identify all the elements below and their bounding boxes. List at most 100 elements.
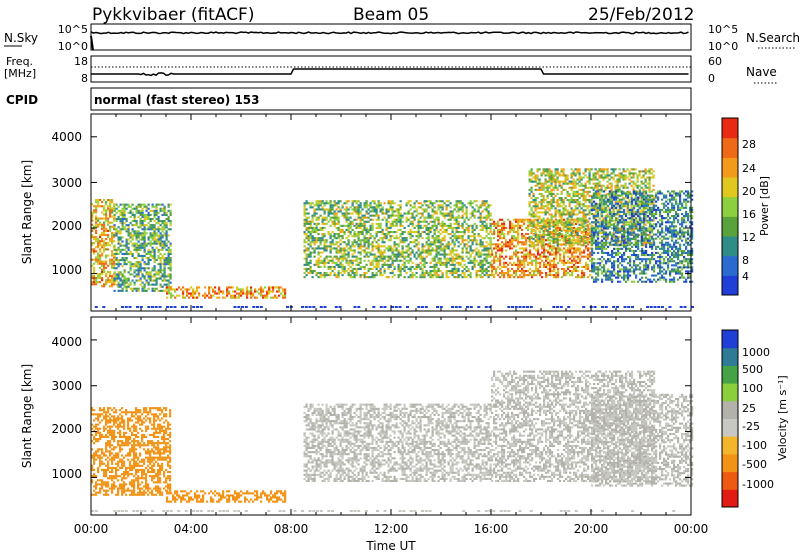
power-cell-3960 [531, 201, 533, 203]
power-cell-4212 [555, 232, 557, 234]
power-cell-551 [136, 239, 138, 241]
power-cell-1173 [272, 297, 274, 299]
power-cell-3721 [565, 249, 567, 251]
power-cell-1452 [328, 266, 330, 268]
power-cell-4785 [607, 177, 609, 179]
power-cell-2437 [424, 210, 426, 212]
power-cell-2082 [388, 245, 390, 247]
power-cell-344 [118, 236, 120, 238]
power-cell-4236 [557, 238, 559, 240]
power-cell-947 [166, 232, 168, 234]
power-cell-2315 [412, 262, 414, 264]
power-cell-2817 [460, 264, 462, 266]
power-cell-613 [140, 212, 142, 214]
power-cell-34 [93, 242, 95, 244]
power-cell-803 [156, 282, 158, 284]
power-cell-3765 [571, 266, 573, 268]
power-cell-2321 [412, 225, 414, 227]
power-cell-3118 [490, 237, 492, 239]
power-cell-1539 [336, 243, 338, 245]
power-cell-1132 [246, 286, 248, 288]
power-cell-4183 [551, 185, 553, 187]
power-cell-2655 [444, 229, 446, 231]
power-cell-3468 [533, 247, 535, 249]
power-cell-1464 [328, 202, 330, 204]
power-cell-2286 [408, 202, 410, 204]
power-cell-4502 [581, 222, 583, 224]
power-cell-1150 [260, 295, 262, 297]
power-cell-4024 [537, 205, 539, 207]
power-cell-1231 [306, 247, 308, 249]
power-cell-1134 [248, 291, 250, 293]
power-cell-4247 [557, 199, 559, 201]
power-cell-735 [150, 236, 152, 238]
power-cell-1880 [368, 247, 370, 249]
power-cell-4480 [579, 209, 581, 211]
power-cell-1742 [356, 270, 358, 272]
power-cell-4824 [611, 172, 613, 174]
power-cell-4636 [593, 179, 595, 181]
power-cell-4066 [541, 199, 543, 201]
power-cell-1507 [332, 204, 334, 206]
power-cell-4574 [587, 181, 589, 183]
power-cell-2399 [422, 276, 424, 278]
power-cell-2250 [404, 239, 406, 241]
power-cell-3408 [525, 254, 527, 256]
power-cell-591 [140, 280, 142, 282]
power-cell-2807 [458, 223, 460, 225]
power-cell-2728 [452, 262, 454, 264]
power-cell-2309 [410, 204, 412, 206]
power-cell-1663 [348, 254, 350, 256]
power-cell-2263 [406, 237, 408, 239]
power-cell-1151 [260, 293, 262, 295]
power-cell-4301 [563, 222, 565, 224]
power-cell-3657 [557, 276, 559, 278]
power-cell-3331 [517, 264, 519, 266]
power-cell-4887 [617, 179, 619, 181]
power-cell-3658 [557, 274, 559, 276]
power-cell-879 [162, 275, 164, 277]
power-cell-4370 [569, 211, 571, 213]
power-cell-3373 [521, 247, 523, 249]
power-cell-3892 [587, 249, 589, 251]
power-cell-3961 [531, 197, 533, 199]
power-cell-411 [124, 269, 126, 271]
power-cell-710 [148, 243, 150, 245]
power-cell-1804 [360, 223, 362, 225]
power-cell-4222 [555, 201, 557, 203]
power-cell-151 [103, 234, 105, 236]
power-cell-2257 [406, 260, 408, 262]
power-cell-3260 [507, 241, 509, 243]
power-cell-2425 [424, 264, 426, 266]
power-cell-2814 [458, 202, 460, 204]
power-cell-3219 [501, 231, 503, 233]
power-cell-2117 [392, 272, 394, 274]
power-cell-4051 [539, 168, 541, 170]
power-cell-3627 [553, 245, 555, 247]
power-cell-786 [154, 241, 156, 243]
power-cell-3329 [517, 268, 519, 270]
power-cell-623 [142, 267, 144, 269]
power-cell-614 [140, 210, 142, 212]
power-cell-4208 [553, 179, 555, 181]
power-cell-2872 [466, 276, 468, 278]
power-cell-4391 [571, 213, 573, 215]
power-cell-1999 [380, 274, 382, 276]
power-cell-4698 [599, 185, 601, 187]
power-cell-665 [144, 230, 146, 232]
power-cell-4118 [545, 170, 547, 172]
power-cell-2579 [438, 260, 440, 262]
power-cell-168 [105, 273, 107, 275]
power-cell-1981 [378, 256, 380, 258]
power-cell-3042 [484, 270, 486, 272]
power-cell-1909 [370, 206, 372, 208]
power-cell-3355 [519, 262, 521, 264]
power-cell-1822 [362, 223, 364, 225]
power-cell-43 [95, 281, 97, 283]
power-cell-4437 [575, 201, 577, 203]
power-cell-816 [156, 222, 158, 224]
power-cell-2903 [468, 225, 470, 227]
power-cell-2168 [396, 223, 398, 225]
power-cell-1248 [308, 264, 310, 266]
power-cell-642 [142, 208, 144, 210]
